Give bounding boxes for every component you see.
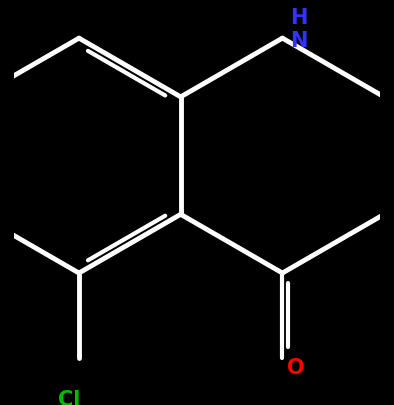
Text: N: N: [290, 31, 307, 51]
Text: O: O: [286, 358, 304, 377]
Text: Cl: Cl: [58, 389, 80, 405]
Text: H: H: [290, 8, 307, 28]
